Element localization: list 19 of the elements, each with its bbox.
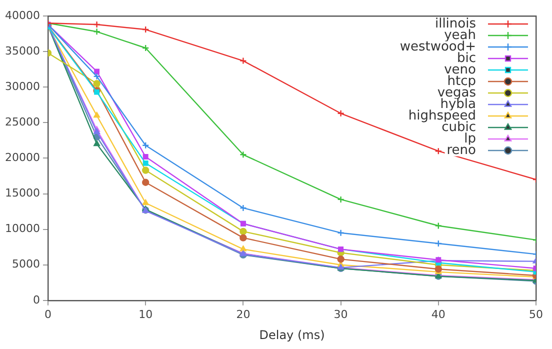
x-tick-label: 40 (431, 308, 446, 321)
y-tick-label: 30000 (4, 80, 40, 93)
legend-label: cubic (442, 120, 476, 135)
x-axis-title: Delay (ms) (259, 328, 325, 342)
y-tick-label: 5000 (12, 258, 40, 271)
x-tick-label: 30 (334, 308, 348, 321)
y-tick-label: 40000 (4, 8, 40, 22)
legend-label: highspeed (408, 108, 476, 124)
legend-label: hybla (440, 96, 476, 112)
x-tick-label: 50 (529, 308, 543, 321)
y-tick-label: 10000 (4, 222, 40, 236)
x-tick-label: 10 (138, 308, 153, 321)
y-tick-label: 0 (32, 293, 40, 306)
y-tick-label: 20000 (4, 151, 40, 164)
x-tick-label: 0 (44, 308, 52, 321)
y-tick-label: 35000 (4, 44, 40, 58)
y-tick-label: 25000 (4, 116, 40, 129)
x-tick-label: 20 (236, 308, 250, 321)
y-tick-label: 15000 (4, 186, 40, 200)
